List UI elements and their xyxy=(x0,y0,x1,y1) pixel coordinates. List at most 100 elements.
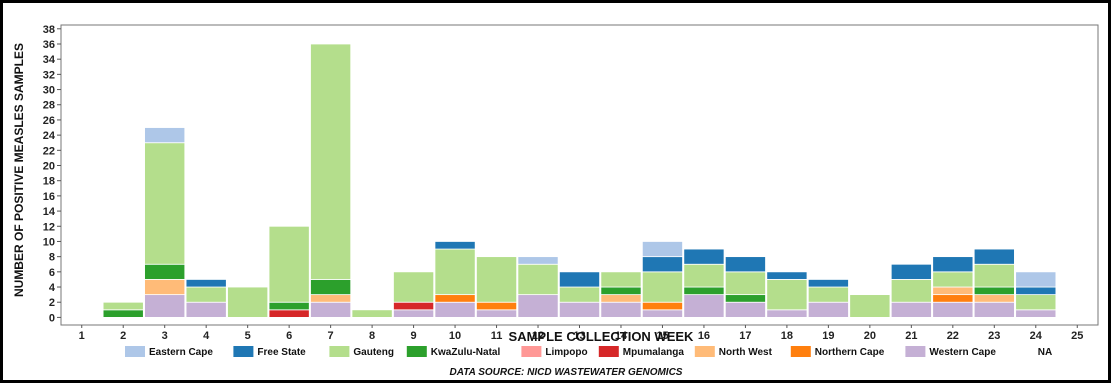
bar-segment-week-11-western-cape xyxy=(476,309,518,318)
legend-label: Gauteng xyxy=(353,347,394,358)
bar-segment-week-22-gauteng xyxy=(932,271,974,288)
x-tick-label: 9 xyxy=(411,330,417,342)
bar-segment-week-3-western-cape xyxy=(144,294,186,318)
bar-segment-week-5-gauteng xyxy=(227,286,269,318)
x-tick-label: 13 xyxy=(573,330,585,342)
legend-label: Western Cape xyxy=(929,347,996,358)
bar-segment-week-15-gauteng xyxy=(641,271,683,303)
bar-segment-week-22-free-state xyxy=(932,256,974,273)
bar-segment-week-6-gauteng xyxy=(268,225,310,303)
legend-swatch xyxy=(521,346,542,357)
bar-segment-week-24-gauteng xyxy=(1015,294,1057,311)
x-tick-label: 15 xyxy=(656,330,668,342)
bar-segment-week-23-gauteng xyxy=(973,263,1015,288)
legend-label: Free State xyxy=(257,347,306,358)
legend-label: Mpumalanga xyxy=(623,347,685,358)
y-tick-label: 24 xyxy=(43,130,56,142)
bar-segment-week-24-western-cape xyxy=(1015,309,1057,318)
bar-segment-week-7-western-cape xyxy=(310,301,352,318)
x-tick-label: 4 xyxy=(203,330,210,342)
legend-item: Northern Cape xyxy=(790,346,885,358)
bar-segment-week-21-free-state xyxy=(890,263,932,280)
bar-segment-week-15-free-state xyxy=(641,256,683,273)
y-tick-label: 32 xyxy=(43,69,55,81)
bar-segment-week-3-eastern-cape xyxy=(144,127,186,144)
bar-segment-week-10-gauteng xyxy=(434,248,476,296)
legend-label: NA xyxy=(1038,347,1052,358)
bar-segment-week-3-gauteng xyxy=(144,142,186,265)
legend-swatch xyxy=(598,346,619,357)
bar-segment-week-24-free-state xyxy=(1015,286,1057,296)
y-tick-label: 2 xyxy=(49,297,55,309)
legend-label: North West xyxy=(719,347,773,358)
y-tick-label: 14 xyxy=(43,206,56,218)
bar-segment-week-9-mpumalanga xyxy=(393,301,435,311)
bar-segment-week-7-gauteng xyxy=(310,43,352,280)
bar-segment-week-19-free-state xyxy=(807,279,849,288)
bar-segment-week-14-gauteng xyxy=(600,271,642,288)
x-tick-label: 7 xyxy=(328,330,334,342)
x-tick-label: 23 xyxy=(988,330,1000,342)
y-tick-label: 22 xyxy=(43,145,55,157)
y-tick-label: 12 xyxy=(43,221,55,233)
legend-item: NA xyxy=(1038,347,1052,358)
bar-segment-week-9-western-cape xyxy=(393,309,435,318)
bar-segment-week-4-western-cape xyxy=(185,301,227,318)
y-tick-label: 28 xyxy=(43,100,55,112)
legend-swatch xyxy=(790,346,811,357)
x-axis-title: SAMPLE COLLECTION WEEK xyxy=(509,329,695,344)
legend-label: Limpopo xyxy=(545,347,587,358)
y-tick-label: 8 xyxy=(49,252,55,264)
bar-segment-week-12-eastern-cape xyxy=(517,256,559,265)
legend-swatch xyxy=(694,346,715,357)
legend-item: Limpopo xyxy=(521,346,588,358)
y-tick-label: 36 xyxy=(43,39,55,51)
bar-segment-week-20-gauteng xyxy=(849,294,891,318)
bar-segment-week-15-eastern-cape xyxy=(641,241,683,258)
x-tick-label: 12 xyxy=(532,330,544,342)
bar-segment-week-3-north-west xyxy=(144,279,186,296)
x-tick-label: 19 xyxy=(822,330,834,342)
y-tick-label: 10 xyxy=(43,236,55,248)
x-tick-label: 11 xyxy=(491,330,503,342)
legend-item: Eastern Cape xyxy=(125,346,213,358)
x-tick-label: 6 xyxy=(286,330,292,342)
bar-segment-week-9-gauteng xyxy=(393,271,435,303)
bar-segment-week-13-western-cape xyxy=(558,301,601,318)
bar-segment-week-17-gauteng xyxy=(724,271,766,296)
bar-segment-week-13-gauteng xyxy=(558,286,601,303)
x-axis-ticks: 1 2 3 4 5 6 7 8 9 10 11 12 13 14 15 16 17 18 19 20 21 22 23 24 2… xyxy=(79,325,1083,342)
bar-segment-week-14-north-west xyxy=(600,294,642,303)
bar-segment-week-16-western-cape xyxy=(683,294,725,318)
legend-swatch xyxy=(406,346,427,357)
bar-segment-week-15-western-cape xyxy=(641,309,683,318)
legend: Eastern Cape Free State Gauteng KwaZulu-Nat… xyxy=(125,346,1052,358)
bar-segment-week-11-gauteng xyxy=(476,256,518,303)
bar-segment-week-16-gauteng xyxy=(683,263,725,288)
bar-segment-week-21-gauteng xyxy=(890,279,932,303)
bar-segment-week-14-kwazulu-natal xyxy=(600,286,642,296)
bar-segment-week-8-gauteng xyxy=(351,309,393,318)
x-tick-label: 17 xyxy=(739,330,751,342)
bar-segment-week-12-western-cape xyxy=(517,294,559,318)
bar-segment-week-23-kwazulu-natal xyxy=(973,286,1015,296)
bar-segment-week-7-north-west xyxy=(310,294,352,303)
y-tick-label: 38 xyxy=(43,24,55,36)
bar-segment-week-22-western-cape xyxy=(932,301,974,318)
legend-swatch xyxy=(125,346,145,357)
bar-segment-week-14-western-cape xyxy=(600,301,642,318)
x-tick-label: 20 xyxy=(864,330,876,342)
legend-swatch xyxy=(233,346,254,357)
y-tick-label: 6 xyxy=(49,267,55,279)
bar-segment-week-10-northern-cape xyxy=(434,294,476,303)
legend-label: Eastern Cape xyxy=(149,347,213,358)
x-tick-label: 24 xyxy=(1030,330,1043,342)
legend-item: Free State xyxy=(233,346,306,358)
bar-segment-week-18-gauteng xyxy=(766,279,808,311)
legend-item: North West xyxy=(694,346,773,358)
bar-segment-week-17-free-state xyxy=(724,256,766,273)
legend-swatch xyxy=(329,346,350,357)
